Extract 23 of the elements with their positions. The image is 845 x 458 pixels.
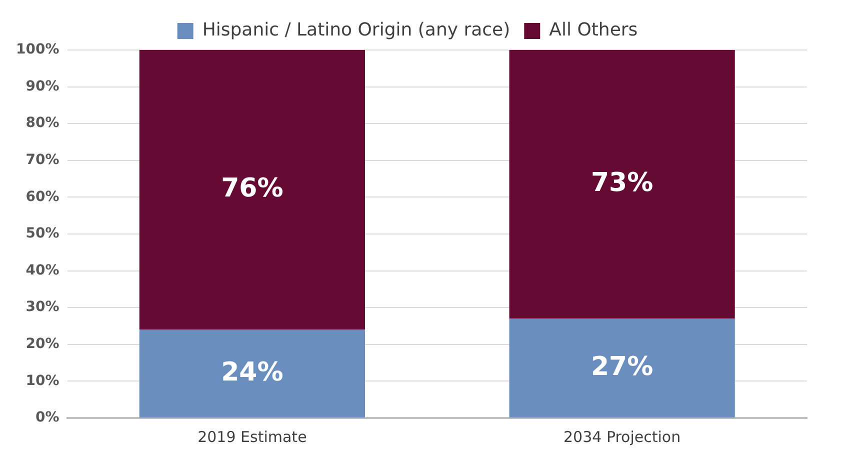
y-tick-label: 0%: [35, 410, 60, 426]
y-tick-label: 50%: [26, 226, 60, 242]
x-tick-label: 2034 Projection: [564, 428, 681, 446]
y-tick-label: 10%: [26, 372, 60, 389]
text: 24%: [221, 357, 284, 388]
y-tick-label: 100%: [16, 42, 60, 58]
y-tick-label: 40%: [26, 262, 60, 278]
y-tick-label: 60%: [26, 188, 60, 205]
y-tick-label: 20%: [26, 336, 60, 352]
text: 76%: [221, 174, 284, 204]
y-tick-label: 80%: [26, 115, 60, 132]
text: 27%: [590, 352, 654, 382]
y-tick-label: 90%: [26, 78, 60, 94]
bar: [139, 330, 365, 418]
bar: [139, 50, 365, 330]
y-tick-label: 70%: [26, 152, 60, 168]
text: 73%: [590, 168, 654, 198]
y-tick-label: 30%: [26, 299, 60, 316]
bar: [509, 50, 735, 319]
legend-label: Hispanic / Latino Origin (any race): [202, 20, 510, 41]
bar: [509, 318, 735, 418]
legend-label: All Others: [549, 20, 638, 41]
x-tick-label: 2019 Estimate: [198, 428, 307, 446]
